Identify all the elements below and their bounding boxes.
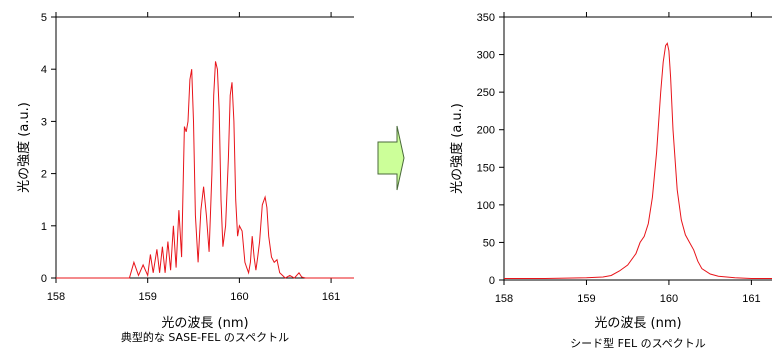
y-tick-label: 3: [41, 116, 47, 128]
spectrum-line: [504, 42, 772, 279]
x-tick-label: 161: [322, 291, 340, 303]
y-tick-label: 350: [477, 12, 495, 24]
y-tick-label: 0: [41, 273, 47, 285]
y-tick-label: 50: [483, 237, 495, 249]
x-tick-label: 158: [495, 293, 513, 305]
x-tick-label: 158: [47, 291, 65, 303]
x-axis-label: 光の波長 (nm): [161, 316, 248, 331]
y-tick-label: 2: [41, 169, 47, 181]
sase-fel-chart: 158 159 160 161 0 1 2 3 4 5 光の波長 (nm) 光の強度 (a.u.) 典型…: [16, 12, 354, 344]
x-tick-label: 160: [660, 293, 678, 305]
y-axis-label: 光の強度 (a.u.): [449, 103, 465, 194]
y-tick-label: 300: [477, 50, 495, 62]
arrow-shape: [377, 125, 405, 191]
spectrum-line: [56, 61, 354, 279]
y-tick-label: 250: [477, 87, 495, 99]
x-tick-label: 159: [577, 293, 595, 305]
y-tick-label: 5: [41, 12, 47, 24]
y-tick-label: 100: [477, 200, 495, 212]
y-tick-label: 200: [477, 125, 495, 137]
x-tick-label: 160: [230, 291, 248, 303]
y-tick-label: 4: [41, 64, 47, 76]
seeded-fel-chart: 158 159 160 161 0 50 100 150 200 250 300 350 光の波長 (n…: [449, 12, 772, 350]
x-axis-label: 光の波長 (nm): [594, 316, 681, 331]
x-tick-label: 161: [742, 293, 760, 305]
y-axis-label: 光の強度 (a.u.): [16, 102, 32, 193]
chart-caption: シード型 FEL のスペクトル: [570, 336, 706, 350]
x-tick-label: 159: [139, 291, 157, 303]
y-tick-label: 1: [41, 221, 47, 233]
y-tick-label: 0: [489, 275, 495, 287]
right-arrow-icon: [377, 125, 405, 191]
y-tick-label: 150: [477, 162, 495, 174]
chart-caption: 典型的な SASE-FEL のスペクトル: [121, 330, 289, 344]
